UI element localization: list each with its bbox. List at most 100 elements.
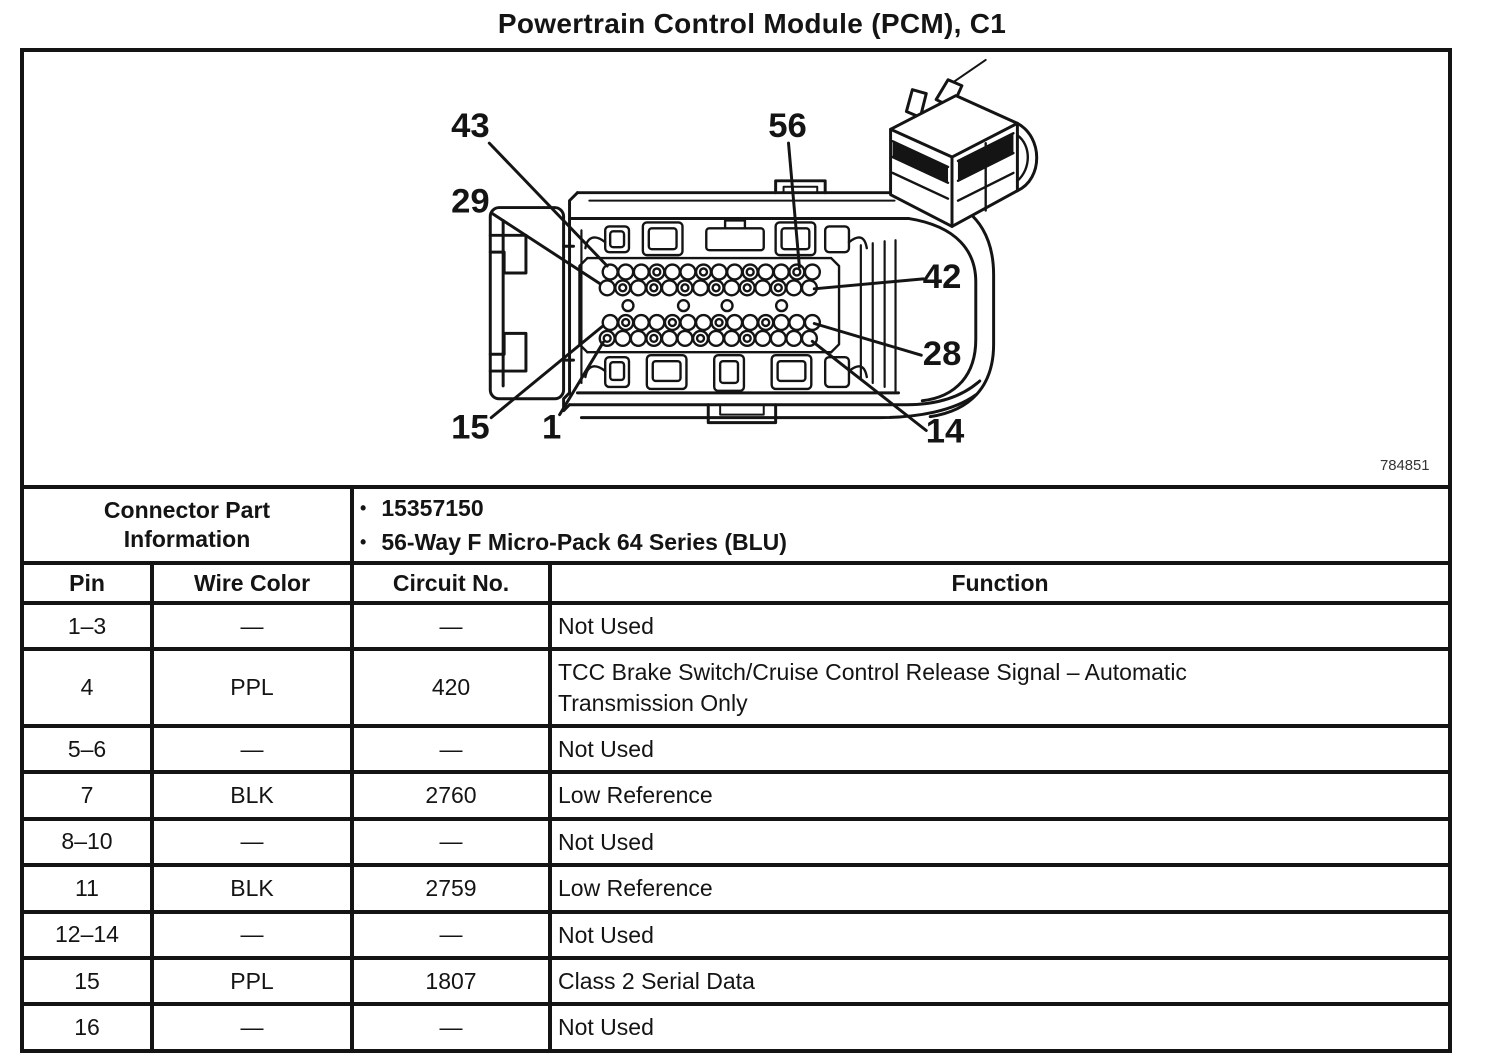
left-bracket-feature <box>488 206 575 401</box>
table-row: 11 BLK 2759 Low Reference <box>20 863 1452 914</box>
pin-cell: 8–10 <box>20 816 154 868</box>
leader-14 <box>810 339 928 432</box>
pin-field <box>598 263 822 347</box>
callout-label-42: 42 <box>923 258 962 296</box>
function-text: Low Reference <box>558 782 713 809</box>
function-text: Not Used <box>558 736 654 763</box>
callout-label-14: 14 <box>926 412 965 450</box>
connector-info-header-cell: Connector Part Information <box>20 485 354 565</box>
bottom-flange <box>562 379 982 425</box>
function-cell: Not Used <box>548 909 1452 960</box>
wire-color-cell: — <box>150 724 354 775</box>
circuit-no-cell: — <box>350 909 552 960</box>
document-frame: 43 29 56 42 28 14 15 1 784851 Connector … <box>20 48 1452 1053</box>
circuit-no-cell: — <box>350 816 552 868</box>
leader-43 <box>487 141 609 268</box>
upper-terminal-slots <box>584 219 868 257</box>
page-title: Powertrain Control Module (PCM), C1 <box>497 8 1007 39</box>
table-row: 1–3 — — Not Used <box>20 600 1452 652</box>
pin-cell: 1–3 <box>20 600 154 652</box>
leader-56 <box>787 141 801 269</box>
pin-cell: 11 <box>20 863 154 914</box>
circuit-no-cell: — <box>350 600 552 652</box>
column-header-circuit-no: Circuit No. <box>350 561 552 605</box>
circuit-no-cell: — <box>350 1002 552 1053</box>
wire-color-cell: — <box>150 1002 354 1053</box>
lower-terminal-slots <box>584 354 868 393</box>
connector-info-header: Connector Part Information <box>103 497 271 552</box>
circuit-no-cell: 420 <box>350 647 552 729</box>
function-cell: TCC Brake Switch/Cruise Control Release … <box>548 647 1452 729</box>
connector-series: 56-Way F Micro-Pack 64 Series (BLU) <box>381 529 787 555</box>
leader-29 <box>490 212 602 286</box>
callout-label-1: 1 <box>542 408 561 446</box>
table-row: 16 — — Not Used <box>20 1002 1452 1053</box>
top-flange <box>568 177 950 220</box>
connector-info-row: Connector Part Information • 15357150 • … <box>20 485 1452 565</box>
connector-diagram-cell: 43 29 56 42 28 14 15 1 784851 <box>20 48 1452 485</box>
connector-series-line: • 56-Way F Micro-Pack 64 Series (BLU) <box>360 525 1442 559</box>
callout-label-29: 29 <box>451 183 490 221</box>
callout-label-28: 28 <box>923 335 962 373</box>
pin-table-body: 1–3 — — Not Used 4 PPL 420 TCC Brake Swi… <box>20 600 1452 1053</box>
column-header-row: Pin Wire Color Circuit No. Function <box>20 561 1452 605</box>
function-text: Not Used <box>558 828 654 855</box>
function-text: Not Used <box>558 1014 654 1041</box>
function-cell: Not Used <box>548 600 1452 652</box>
connector-part-number: 15357150 <box>381 495 484 521</box>
pin-cell: 4 <box>20 647 154 729</box>
manual-page: { "title": "Powertrain Control Module (P… <box>20 8 1452 1053</box>
function-cell: Not Used <box>548 816 1452 868</box>
column-header-function: Function <box>548 561 1452 605</box>
circuit-no-cell: 2759 <box>350 863 552 914</box>
function-cell: Low Reference <box>548 863 1452 914</box>
face-plate <box>578 256 841 354</box>
callout-label-43: 43 <box>451 107 490 145</box>
callout-label-56: 56 <box>768 107 807 145</box>
circuit-no-cell: — <box>350 724 552 775</box>
table-row: 4 PPL 420 TCC Brake Switch/Cruise Contro… <box>20 647 1452 729</box>
callout-labels: 43 29 56 42 28 14 15 1 <box>451 107 965 450</box>
callout-leader-lines <box>487 141 928 432</box>
table-row: 12–14 — — Not Used <box>20 909 1452 960</box>
wire-color-cell: BLK <box>150 863 354 914</box>
circuit-no-cell: 2760 <box>350 770 552 821</box>
function-cell: Class 2 Serial Data <box>548 955 1452 1007</box>
leader-15 <box>489 324 604 420</box>
pcm-connector-figure: 43 29 56 42 28 14 15 1 784851 <box>451 58 1430 474</box>
function-text: Not Used <box>558 921 654 948</box>
pin-cell: 16 <box>20 1002 154 1053</box>
circuit-no-cell: 1807 <box>350 955 552 1007</box>
wire-color-cell: — <box>150 909 354 960</box>
wire-color-cell: BLK <box>150 770 354 821</box>
function-text: TCC Brake Switch/Cruise Control Release … <box>558 659 1187 716</box>
figure-number: 784851 <box>1380 458 1430 474</box>
pin-table: Connector Part Information • 15357150 • … <box>20 485 1452 1053</box>
connector-front-view <box>488 177 996 425</box>
function-text: Low Reference <box>558 875 713 902</box>
function-cell: Not Used <box>548 724 1452 775</box>
wire-color-cell: — <box>150 600 354 652</box>
connector-part-number-line: • 15357150 <box>360 491 1442 525</box>
table-row: 7 BLK 2760 Low Reference <box>20 770 1452 821</box>
leader-1 <box>558 340 605 417</box>
leader-28 <box>812 322 923 357</box>
pin-cell: 7 <box>20 770 154 821</box>
leader-42 <box>812 277 925 291</box>
bullet-icon: • <box>360 532 367 552</box>
column-header-wire-color: Wire Color <box>150 561 354 605</box>
bullet-icon: • <box>360 498 367 518</box>
function-cell: Not Used <box>548 1002 1452 1053</box>
function-cell: Low Reference <box>548 770 1452 821</box>
pin-cell: 5–6 <box>20 724 154 775</box>
connector-info-values-cell: • 15357150 • 56-Way F Micro-Pack 64 Seri… <box>350 485 1452 565</box>
pin-cell: 12–14 <box>20 909 154 960</box>
table-row: 8–10 — — Not Used <box>20 816 1452 868</box>
table-row: 5–6 — — Not Used <box>20 724 1452 775</box>
pin-cell: 15 <box>20 955 154 1007</box>
wire-color-cell: PPL <box>150 955 354 1007</box>
wire-color-cell: — <box>150 816 354 868</box>
callout-label-15: 15 <box>451 408 490 446</box>
column-header-pin: Pin <box>20 561 154 605</box>
wire-color-cell: PPL <box>150 647 354 729</box>
